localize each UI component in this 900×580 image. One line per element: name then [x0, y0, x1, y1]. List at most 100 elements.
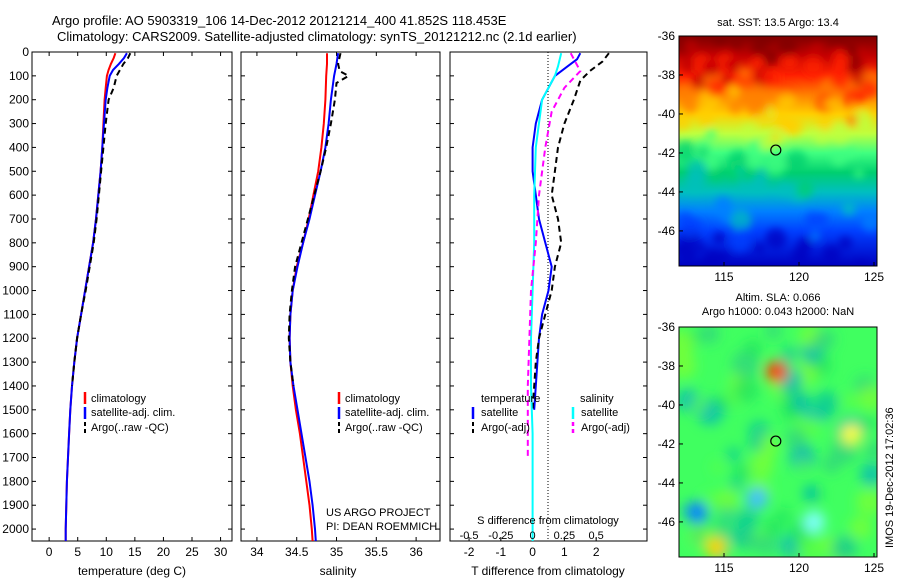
y-tick-label: 1700	[2, 451, 29, 465]
x-tick-label: 2	[593, 545, 600, 559]
sst-argo-marker	[770, 144, 782, 156]
t-difference-xlabel: T difference from climatology	[471, 564, 625, 578]
x-tick-label: 35	[330, 545, 344, 559]
x-tick-label: 35.5	[365, 545, 389, 559]
map-x-tick-label: 125	[864, 561, 884, 575]
sla-map-title-line1: Altim. SLA: 0.066	[736, 292, 821, 304]
x-tick-label: 10	[100, 545, 114, 559]
y-tick-label: 300	[9, 117, 29, 131]
legend-label-satellite: satellite-adj. clim.	[91, 407, 175, 419]
salinity-panel: 34 34.5 35 35.5 36 salinity climatology sate…	[240, 51, 441, 578]
y-tick-label: 1400	[2, 379, 29, 393]
map-y-tick-label: -46	[658, 224, 676, 238]
series-line-satelliteadjclim	[64, 52, 128, 541]
sla-heatmap	[679, 327, 877, 557]
legend-label-t-satellite: satellite	[481, 407, 518, 419]
s-tick-label: 0.25	[554, 530, 575, 542]
temperature-axes	[31, 51, 233, 542]
difference-lines	[526, 52, 610, 541]
map-x-tick-label: 120	[789, 561, 809, 575]
x-tick-label: 15	[128, 545, 142, 559]
legend-label-t-argo: Argo(-adj)	[481, 422, 530, 434]
y-tick-label: 100	[9, 69, 29, 83]
x-tick-label: -2	[464, 545, 475, 559]
legend-label-argo: Argo(..raw -QC)	[345, 422, 423, 434]
figure-title-line1: Argo profile: AO 5903319_106 14-Dec-2012…	[52, 13, 507, 28]
y-tick-label: 800	[9, 236, 29, 250]
y-tick-label: 900	[9, 260, 29, 274]
y-tick-label: 1000	[2, 284, 29, 298]
s-tick-label: 0.5	[589, 530, 604, 542]
y-tick-label: 200	[9, 93, 29, 107]
sst-map-title: sat. SST: 13.5 Argo: 13.4	[717, 17, 839, 29]
legend-title-temperature: temperature	[481, 393, 540, 405]
difference-panel: -2 -1 0 1 2 S difference from climatology -0…	[449, 51, 648, 578]
sla-anomaly-blob	[746, 487, 768, 510]
x-tick-label: 30	[214, 545, 228, 559]
legend-label-climatology: climatology	[345, 393, 401, 405]
map-y-tick-label: -40	[658, 398, 676, 412]
sla-anomaly-blob	[705, 536, 728, 557]
sla-anomaly-blob	[686, 501, 708, 524]
map-y-tick-label: -42	[658, 146, 676, 160]
s-tick-label: 0	[530, 530, 536, 542]
salinity-axes	[240, 51, 441, 542]
y-tick-label: 1300	[2, 355, 29, 369]
map-y-tick-label: -40	[658, 107, 676, 121]
y-tick-label: 500	[9, 164, 29, 178]
salinity-ticks: 34 34.5 35 35.5 36	[241, 51, 440, 559]
map-y-tick-label: -38	[658, 68, 676, 82]
x-tick-label: 34	[250, 545, 264, 559]
sst-map-ticks: 115 120 125 -36 -38 -40 -42 -44 -46	[658, 29, 885, 284]
salinity-xlabel: salinity	[320, 564, 357, 578]
salinity-legend: climatology satellite-adj. clim. Argo(..…	[337, 392, 429, 434]
series-line-argorawqc	[71, 52, 132, 387]
series-line-argoadj	[526, 52, 582, 458]
legend-label-s-argo: Argo(-adj)	[581, 422, 630, 434]
sla-argo-marker	[770, 435, 782, 447]
x-tick-label: 25	[185, 545, 199, 559]
legend-label-s-satellite: satellite	[581, 407, 618, 419]
y-tick-label: 0	[22, 45, 29, 59]
series-line-argorawqc	[287, 52, 351, 387]
legend-label-climatology: climatology	[91, 393, 147, 405]
sla-map-frame	[678, 326, 878, 558]
sla-map-ticks: 115 120 125 -36 -38 -40 -42 -44 -46	[658, 320, 885, 575]
series-line-satellite	[530, 52, 563, 541]
sla-anomaly-blob	[765, 360, 788, 383]
y-tick-label: 1200	[2, 331, 29, 345]
map-y-tick-label: -46	[658, 515, 676, 529]
x-tick-label: 36	[409, 545, 423, 559]
y-tick-label: 1600	[2, 427, 29, 441]
map-y-tick-label: -38	[658, 359, 676, 373]
map-x-tick-label: 115	[714, 270, 733, 284]
sst-map-frame	[678, 35, 878, 267]
s-tick-label: -0.5	[460, 530, 479, 542]
map-x-tick-label: 120	[789, 270, 809, 284]
map-y-tick-label: -36	[658, 320, 676, 334]
argo-position-circle	[770, 435, 782, 447]
map-y-tick-label: -44	[658, 476, 676, 490]
series-line-argoadj	[531, 52, 610, 410]
temperature-ticks: 0100200300400500600700800900100011001200…	[2, 45, 232, 559]
y-tick-label: 600	[9, 188, 29, 202]
sst-map-panel: sat. SST: 13.5 Argo: 13.4 115 120 125 -36 -3…	[658, 17, 885, 284]
x-tick-label: 20	[157, 545, 171, 559]
sst-heatmap	[679, 36, 877, 266]
map-x-tick-label: 115	[714, 561, 733, 575]
y-tick-label: 1100	[3, 307, 29, 321]
difference-legend: temperature salinity satellite Argo(-adj…	[471, 393, 630, 434]
map-y-tick-label: -36	[658, 29, 676, 43]
x-tick-label: 0	[46, 545, 53, 559]
pi-annotation: PI: DEAN ROEMMICH	[326, 521, 437, 533]
x-tick-label: 1	[561, 545, 568, 559]
temperature-legend: climatology satellite-adj. clim. Argo(..…	[83, 392, 175, 434]
temperature-panel: 0100200300400500600700800900100011001200…	[2, 45, 233, 578]
x-tick-label: -1	[496, 545, 507, 559]
y-tick-label: 1500	[2, 403, 29, 417]
s-tick-label: -0.25	[488, 530, 513, 542]
y-tick-label: 1900	[2, 498, 29, 512]
sla-map-title-line2: Argo h1000: 0.043 h2000: NaN	[702, 306, 854, 318]
difference-ticks: -2 -1 0 1 2	[450, 51, 647, 559]
